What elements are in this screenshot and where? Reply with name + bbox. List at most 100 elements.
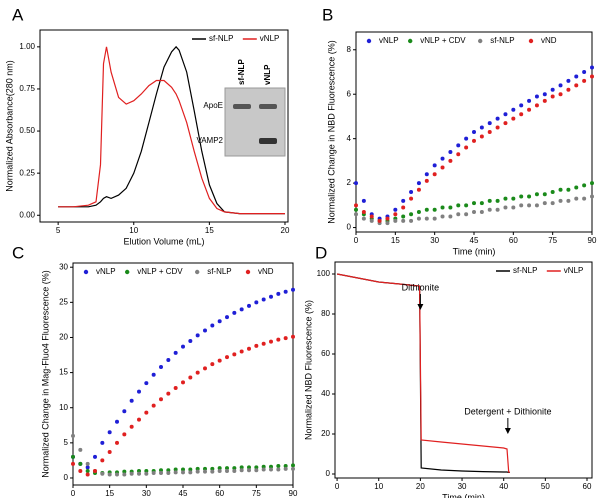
legend-label: vNLP	[96, 267, 116, 276]
data-point	[416, 216, 421, 221]
y-tick-label: 0.00	[19, 210, 35, 219]
panel-label: B	[322, 5, 333, 24]
x-tick-label: 60	[583, 482, 592, 491]
data-point	[424, 207, 429, 212]
data-point	[401, 214, 406, 219]
data-point	[151, 471, 156, 476]
data-point	[416, 181, 421, 186]
data-point	[503, 121, 508, 126]
legend-label: sf-NLP	[513, 266, 537, 275]
x-tick-label: 0	[71, 489, 76, 498]
gel-band	[259, 138, 277, 144]
data-point	[590, 181, 594, 186]
y-tick-label: 0	[347, 223, 352, 232]
data-point	[166, 357, 171, 362]
data-point	[432, 207, 437, 212]
data-point	[432, 216, 437, 221]
data-point	[354, 207, 358, 212]
data-point	[71, 461, 75, 466]
data-point	[239, 349, 244, 354]
data-point	[195, 469, 200, 474]
data-point	[100, 471, 105, 476]
legend-swatch	[366, 38, 372, 44]
y-axis-title: Normalized Change in Mag-Fluo4 Fluoresce…	[40, 270, 50, 478]
y-axis-title: Normalized NBD Fluorescence (%)	[303, 300, 313, 440]
data-point	[503, 196, 508, 201]
x-tick-label: 10	[129, 226, 138, 235]
legend-label: vND	[258, 267, 274, 276]
legend-label: vNLP + CDV	[420, 36, 466, 45]
y-tick-label: 25	[59, 297, 68, 306]
data-point	[115, 440, 119, 445]
data-point	[432, 172, 437, 177]
data-point	[261, 464, 266, 469]
data-point	[195, 466, 200, 471]
data-point	[173, 467, 178, 472]
data-point	[440, 214, 445, 219]
data-point	[550, 94, 555, 99]
data-line	[336, 273, 510, 473]
y-tick-label: 0	[326, 469, 331, 478]
data-point	[354, 212, 358, 217]
data-point	[291, 463, 295, 468]
data-point	[369, 214, 374, 219]
data-point	[385, 221, 390, 226]
data-point	[291, 466, 295, 471]
data-point	[217, 358, 222, 363]
legend-swatch	[245, 269, 251, 275]
x-tick-label: 30	[142, 489, 151, 498]
x-axis-title: Time (min)	[442, 492, 485, 498]
annotation-text: Dithionite	[402, 282, 440, 292]
data-point	[527, 194, 532, 199]
data-point	[210, 323, 215, 328]
data-point	[495, 125, 500, 130]
y-tick-label: 2	[347, 178, 352, 187]
data-point	[137, 468, 141, 473]
data-point	[144, 410, 149, 415]
y-tick-label: 0.25	[19, 168, 35, 177]
data-point	[173, 386, 178, 391]
data-point	[203, 366, 207, 371]
data-point	[203, 466, 207, 471]
data-point	[217, 468, 222, 473]
data-point	[254, 343, 259, 348]
data-point	[93, 468, 97, 473]
annotation-arrowhead	[417, 304, 424, 310]
data-point	[361, 198, 366, 203]
data-point	[519, 194, 524, 199]
data-point	[85, 472, 90, 477]
data-point	[261, 341, 266, 346]
x-tick-label: 50	[541, 482, 550, 491]
data-point	[558, 92, 563, 97]
data-point	[448, 205, 453, 210]
x-tick-label: 0	[354, 236, 359, 245]
data-point	[409, 218, 414, 223]
data-point	[393, 218, 398, 223]
data-point	[137, 389, 141, 394]
data-point	[254, 465, 259, 470]
y-tick-label: 100	[317, 269, 331, 278]
data-point	[582, 70, 587, 74]
data-point	[574, 74, 579, 79]
data-point	[122, 472, 127, 477]
x-tick-label: 60	[215, 489, 224, 498]
data-point	[542, 92, 547, 97]
data-point	[511, 107, 516, 112]
y-tick-label: 30	[59, 262, 68, 271]
data-point	[269, 464, 273, 469]
x-tick-label: 75	[252, 489, 261, 498]
data-point	[440, 156, 445, 161]
data-point	[247, 346, 251, 351]
data-point	[276, 337, 281, 342]
data-point	[283, 466, 288, 471]
data-point	[574, 83, 579, 88]
plot-frame	[334, 261, 593, 479]
data-point	[503, 112, 508, 117]
data-point	[261, 467, 266, 472]
data-point	[377, 218, 382, 223]
x-tick-label: 5	[56, 226, 61, 235]
annotation-arrowhead	[504, 428, 511, 434]
data-point	[195, 370, 200, 375]
x-axis-title: Time (min)	[453, 246, 496, 256]
